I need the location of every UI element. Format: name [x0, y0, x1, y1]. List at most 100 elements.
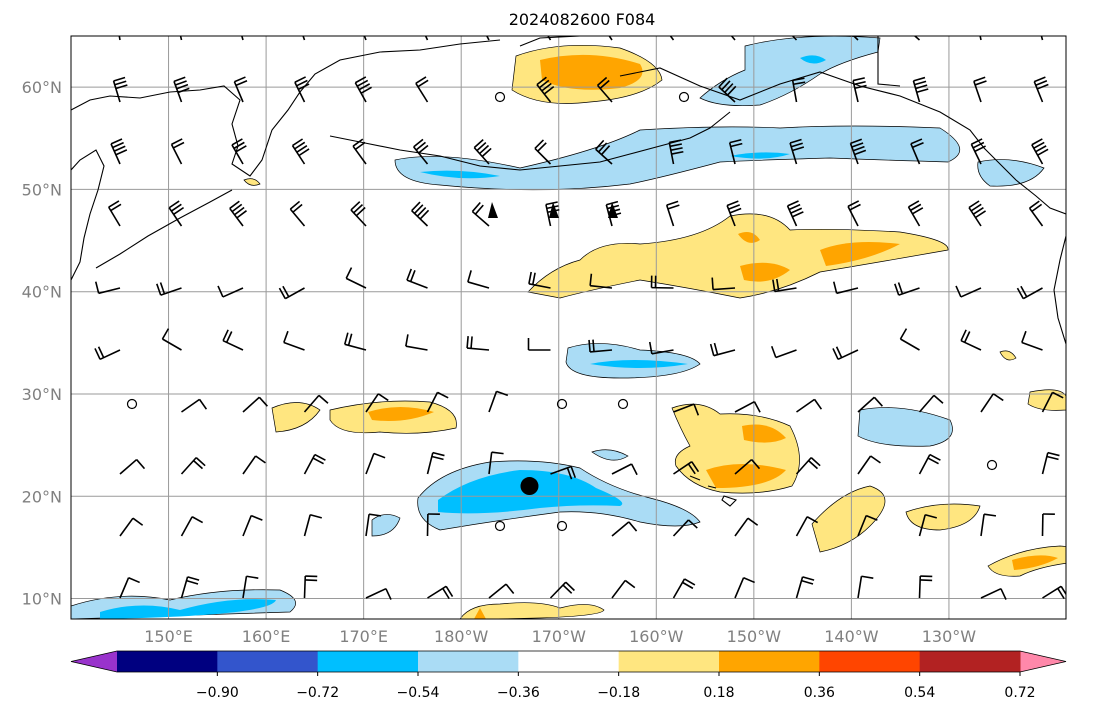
barb-feather: [801, 579, 814, 585]
barb-feather: [296, 79, 308, 87]
barb-feather: [347, 333, 353, 346]
barb-staff: [485, 36, 490, 41]
negative-core-bering: [420, 170, 500, 179]
barb-feather: [1016, 287, 1024, 300]
positive-core-south: [474, 608, 486, 619]
barb-staff: [672, 578, 686, 599]
colorbar-segment: [919, 651, 1021, 672]
barb-feather: [377, 393, 389, 402]
barb-feather: [255, 455, 266, 464]
barb-feather: [235, 145, 247, 153]
barb-staff: [365, 453, 375, 475]
barb-feather: [1031, 138, 1043, 146]
barb-feather: [566, 467, 573, 480]
barb-feather: [691, 461, 700, 473]
barb-staff: [488, 583, 507, 599]
barb-staff: [590, 284, 613, 289]
lon-label: 160°E: [242, 627, 291, 646]
barb-staff: [363, 36, 367, 41]
barb-feather: [361, 22, 372, 26]
barb-feather: [933, 394, 944, 404]
barb-feather: [479, 15, 490, 21]
barb-staff: [1031, 144, 1044, 165]
barb-feather: [667, 204, 680, 210]
storm-center-marker: [520, 477, 539, 496]
barb-feather: [588, 339, 591, 352]
barb-staff: [168, 207, 183, 227]
barb-feather: [481, 147, 492, 158]
barb-feather: [292, 138, 304, 147]
negative-contour-gulf: [977, 159, 1045, 187]
barb-feather: [927, 457, 939, 465]
barb-staff: [1022, 287, 1043, 300]
barb-feather: [417, 79, 429, 88]
barb-feather: [314, 453, 326, 461]
barb-feather: [171, 138, 183, 146]
barb-staff: [365, 393, 379, 413]
barb-feather: [442, 588, 450, 600]
barb-feather: [909, 22, 917, 31]
barb-feather: [173, 206, 185, 215]
barb-feather: [1060, 585, 1066, 596]
barb-staff: [730, 36, 736, 41]
lon-label: 130°W: [922, 627, 977, 646]
barb-feather: [684, 578, 696, 586]
barb-feather: [115, 84, 128, 90]
barb-staff: [294, 81, 306, 103]
barb-feather: [682, 581, 694, 590]
barb-feather: [115, 149, 128, 156]
calm-circle: [556, 398, 568, 410]
barb-feather: [177, 16, 189, 19]
barb-feather: [360, 86, 372, 94]
barb-feather: [597, 142, 608, 153]
barb-staff: [344, 343, 367, 351]
barb-feather: [419, 209, 430, 220]
map-area: [71, 15, 1066, 619]
barb-feather: [793, 81, 806, 86]
negative-core-central: [590, 360, 688, 368]
barb-feather: [354, 76, 367, 84]
barb-feather: [473, 139, 484, 149]
barb-feather: [236, 210, 247, 219]
barb-feather: [835, 346, 843, 358]
kuril-arc: [95, 189, 233, 269]
barb-feather: [432, 451, 445, 457]
barb-staff: [303, 394, 320, 413]
barb-feather: [292, 203, 303, 213]
barb-feather: [974, 80, 987, 86]
barb-staff: [291, 145, 306, 165]
barb-staff: [242, 576, 248, 599]
barb-feather: [177, 20, 189, 23]
calm-circle: [126, 398, 138, 410]
barb-feather: [562, 584, 573, 594]
barb-feather: [813, 398, 823, 410]
map-frame: [70, 35, 1067, 620]
barb-feather: [358, 83, 371, 91]
barb-staff: [119, 577, 130, 599]
barb-feather: [294, 141, 306, 150]
barb-staff: [795, 516, 808, 537]
barb-staff: [918, 575, 922, 599]
barb-feather: [852, 145, 865, 152]
colorbar-tick-label: −0.72: [296, 685, 339, 701]
barb-feather: [1029, 200, 1040, 209]
positive-core-midlat-2: [740, 262, 790, 282]
barb-staff: [180, 516, 193, 537]
lon-label: 170°W: [532, 627, 587, 646]
barb-feather: [1033, 141, 1045, 149]
barb-feather: [873, 396, 883, 407]
barb-feather: [491, 451, 504, 455]
barb-staff: [302, 36, 306, 41]
colorbar-extend-max: [1020, 651, 1066, 672]
canada-border: [877, 36, 901, 87]
barb-feather: [1052, 391, 1064, 399]
barb-feather: [1047, 451, 1060, 457]
barb-feather: [128, 577, 140, 584]
barb-feather: [976, 16, 988, 18]
barb-feather: [537, 142, 547, 152]
barb-feather: [753, 401, 761, 413]
barb-staff: [912, 80, 921, 103]
barb-feather: [726, 22, 735, 30]
colorbar-tick-label: 0.54: [904, 685, 935, 701]
barb-staff: [611, 463, 632, 475]
